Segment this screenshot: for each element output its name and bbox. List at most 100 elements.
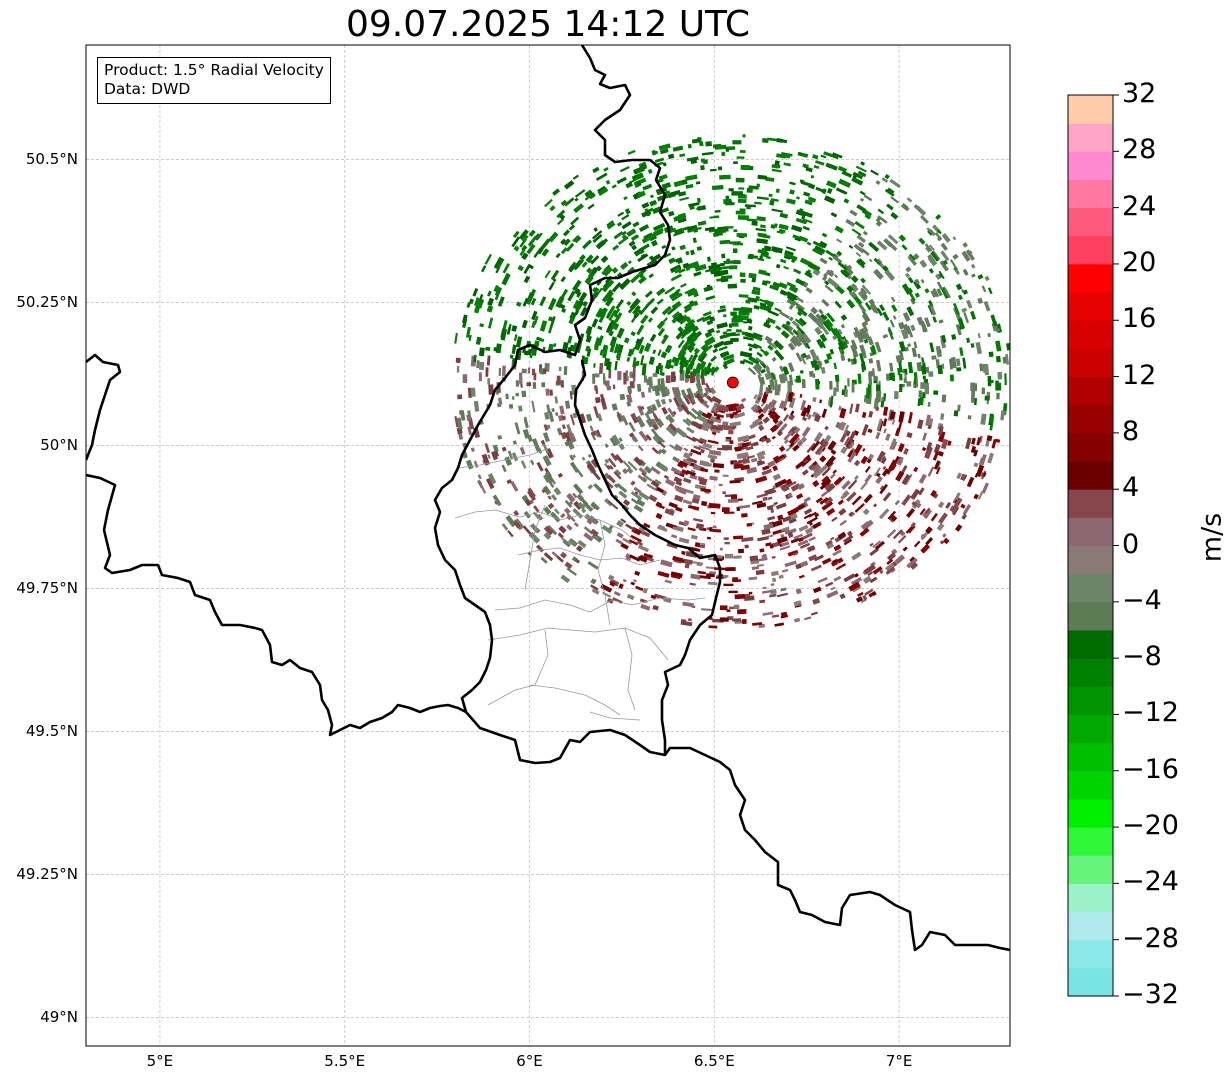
radar-echo-pixel	[531, 368, 536, 376]
radar-echo-pixel	[902, 311, 911, 322]
radar-echo-pixel	[780, 330, 790, 339]
radar-echo-pixel	[590, 518, 597, 525]
radar-echo-pixel	[669, 444, 679, 452]
radar-echo-pixel	[807, 269, 812, 273]
radar-echo-pixel	[805, 404, 812, 414]
radar-echo-pixel	[942, 259, 948, 266]
radar-echo-pixel	[797, 537, 804, 543]
radar-echo-pixel	[608, 369, 612, 379]
radar-echo-pixel	[788, 432, 800, 445]
radar-echo-pixel	[536, 461, 544, 472]
radar-echo-pixel	[577, 343, 582, 354]
radar-echo-pixel	[864, 588, 874, 596]
radar-echo-pixel	[857, 241, 865, 248]
radar-echo-pixel	[479, 482, 487, 494]
radar-echo-pixel	[600, 393, 606, 406]
radar-echo-pixel	[519, 446, 526, 455]
radar-echo-pixel	[818, 308, 824, 315]
radar-echo-pixel	[890, 196, 900, 204]
radar-echo-pixel	[810, 306, 819, 315]
radar-echo-pixel	[756, 238, 768, 245]
radar-echo-pixel	[748, 576, 758, 581]
colorbar-segment	[1068, 658, 1113, 687]
radar-echo-pixel	[658, 143, 671, 151]
radar-echo-pixel	[622, 537, 633, 545]
radar-echo-pixel	[818, 240, 828, 249]
radar-echo-pixel	[653, 385, 661, 397]
radar-echo-pixel	[696, 207, 702, 211]
radar-echo-pixel	[767, 496, 773, 501]
radar-echo-pixel	[627, 260, 632, 265]
radar-echo-pixel	[762, 553, 767, 559]
radar-echo-pixel	[774, 478, 787, 488]
radar-echo-pixel	[762, 611, 774, 616]
radar-echo-pixel	[673, 397, 681, 408]
radar-echo-pixel	[685, 434, 697, 443]
radar-echo-pixel	[906, 306, 915, 317]
radar-echo-pixel	[973, 493, 979, 500]
radar-echo-pixel	[623, 337, 630, 344]
radar-echo-pixel	[783, 162, 792, 167]
radar-echo-pixel	[899, 373, 903, 381]
radar-echo-pixel	[591, 470, 601, 481]
radar-echo-pixel	[607, 500, 619, 510]
radar-echo-pixel	[561, 341, 569, 353]
radar-echo-pixel	[836, 238, 843, 244]
radar-echo-pixel	[759, 599, 766, 604]
radar-echo-pixel	[769, 200, 775, 206]
radar-echo-pixel	[762, 496, 768, 502]
radar-echo-pixel	[793, 600, 802, 607]
radar-echo-pixel	[633, 247, 645, 257]
radar-echo-pixel	[901, 283, 912, 295]
radar-echo-pixel	[800, 354, 807, 365]
radar-echo-pixel	[941, 363, 945, 369]
radar-echo-pixel	[604, 443, 609, 448]
radar-echo-pixel	[672, 145, 684, 152]
radar-echo-pixel	[623, 196, 628, 201]
radar-echo-pixel	[789, 181, 796, 186]
radar-echo-pixel	[556, 555, 564, 563]
radar-echo-pixel	[913, 378, 917, 385]
radar-echo-pixel	[834, 374, 840, 382]
radar-echo-pixel	[776, 592, 788, 598]
radar-echo-pixel	[757, 420, 764, 426]
radar-echo-pixel	[679, 153, 686, 158]
radar-echo-pixel	[966, 299, 973, 309]
radar-echo-pixel	[664, 359, 672, 370]
radar-echo-pixel	[869, 304, 877, 313]
radar-echo-pixel	[812, 468, 823, 479]
radar-echo-pixel	[661, 490, 668, 497]
radar-echo-pixel	[621, 414, 629, 426]
radar-echo-pixel	[616, 520, 624, 528]
radar-echo-pixel	[793, 268, 802, 275]
colorbar-segment	[1068, 798, 1113, 828]
radar-echo-pixel	[501, 523, 509, 531]
radar-echo-pixel	[856, 204, 867, 213]
radar-echo-pixel	[676, 405, 684, 413]
radar-echo-pixel	[868, 372, 873, 386]
radar-echo-pixel	[931, 250, 941, 261]
radar-echo-pixel	[774, 380, 778, 392]
radar-echo-pixel	[682, 499, 693, 505]
radar-echo-pixel	[848, 511, 854, 517]
radar-echo-pixel	[627, 348, 634, 357]
radar-echo-pixel	[822, 320, 832, 332]
radar-echo-pixel	[878, 508, 890, 520]
radar-echo-pixel	[569, 390, 573, 400]
radar-echo-pixel	[587, 484, 594, 490]
radar-echo-pixel	[812, 396, 817, 403]
radar-echo-pixel	[522, 348, 526, 354]
radar-echo-pixel	[610, 452, 618, 462]
radar-echo-pixel	[970, 263, 976, 269]
radar-echo-pixel	[758, 233, 771, 239]
radar-echo-pixel	[746, 522, 753, 527]
radar-echo-pixel	[868, 358, 874, 364]
map-title: 09.07.2025 14:12 UTC	[345, 4, 751, 45]
radar-echo-pixel	[714, 228, 727, 234]
radar-echo-pixel	[674, 257, 683, 263]
radar-echo-pixel	[688, 201, 700, 208]
radar-echo-pixel	[854, 403, 860, 413]
radar-echo-pixel	[767, 344, 774, 351]
radar-echo-pixel	[876, 258, 883, 265]
